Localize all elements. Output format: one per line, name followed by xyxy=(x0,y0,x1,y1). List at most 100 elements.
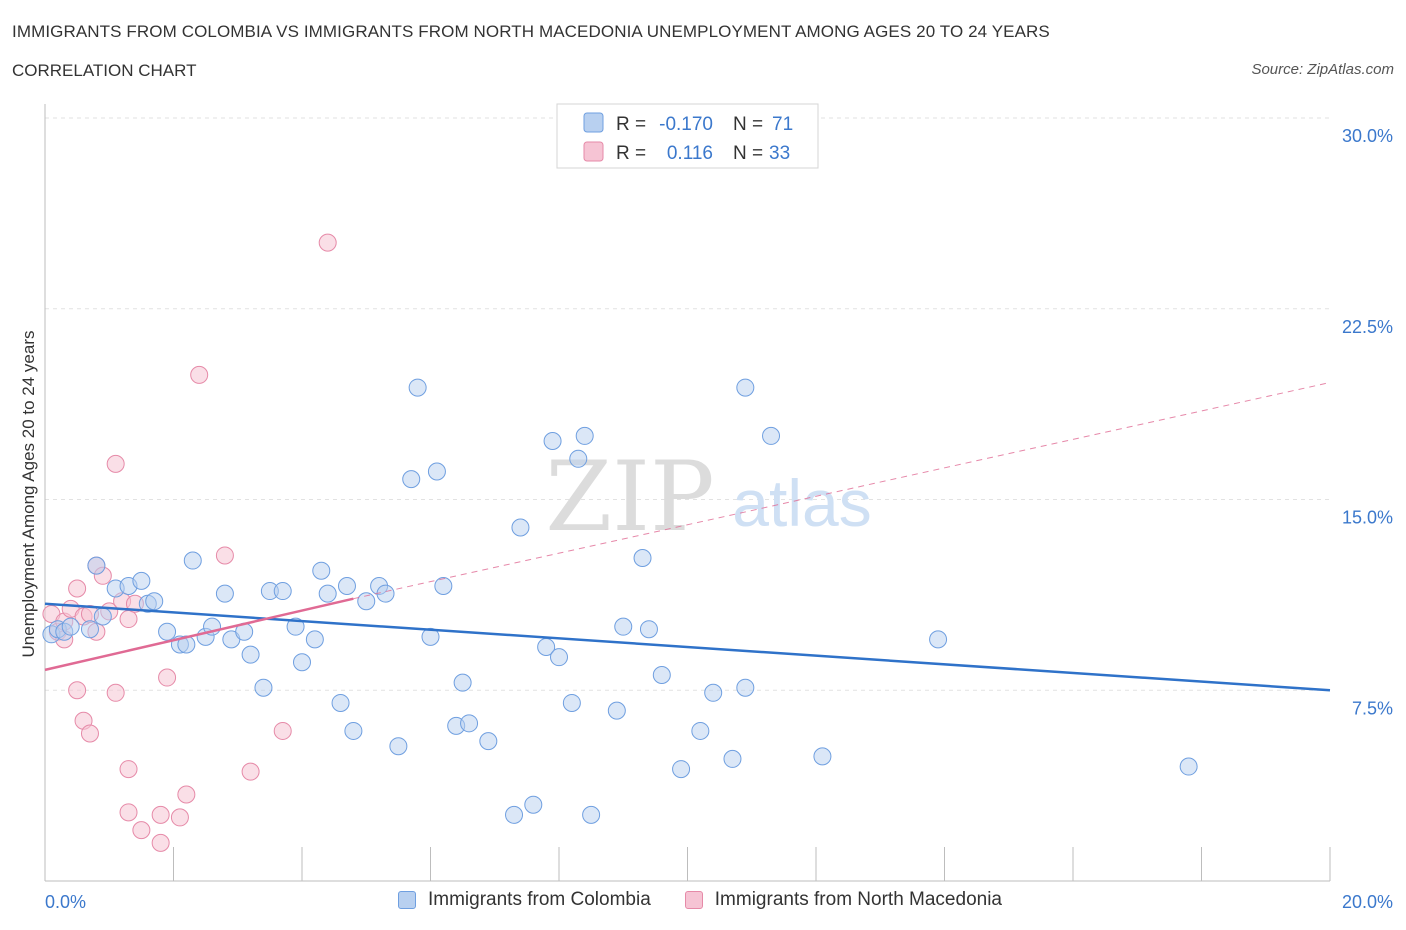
colombia-point xyxy=(479,732,498,751)
x-tick-label-min: 0.0% xyxy=(45,892,86,912)
colombia-point xyxy=(305,630,324,649)
watermark-atlas: atlas xyxy=(732,466,871,540)
colombia-point xyxy=(344,721,363,740)
north-macedonia-point xyxy=(318,233,337,252)
y-tick-label: 30.0% xyxy=(1342,126,1393,146)
legend-label-north-macedonia: Immigrants from North Macedonia xyxy=(714,889,1002,910)
colombia-point xyxy=(293,653,311,672)
colombia-point xyxy=(273,582,292,601)
colombia-point xyxy=(434,576,453,595)
legend-item-north-macedonia[interactable]: Immigrants from North Macedonia xyxy=(684,889,1002,911)
colombia-point xyxy=(652,665,671,684)
colombia-point xyxy=(582,805,601,824)
legend-r-label-north-macedonia: R = xyxy=(616,143,646,164)
colombia-point xyxy=(813,747,832,766)
colombia-point xyxy=(93,607,112,626)
colombia-point xyxy=(318,584,337,603)
north-macedonia-trend-extension xyxy=(353,382,1331,600)
colombia-point xyxy=(331,693,350,712)
colombia-point xyxy=(607,701,626,720)
north-macedonia-points xyxy=(42,233,337,852)
colombia-point xyxy=(736,378,755,397)
colombia-point xyxy=(389,737,408,756)
colombia-point xyxy=(691,721,710,740)
colombia-point xyxy=(402,470,421,489)
source-credit: Source: ZipAtlas.com xyxy=(1251,61,1394,78)
north-macedonia-point xyxy=(119,610,138,629)
colombia-point xyxy=(421,627,440,646)
colombia-point xyxy=(505,805,524,824)
north-macedonia-point xyxy=(151,805,170,824)
colombia-point xyxy=(215,584,234,603)
colombia-point xyxy=(183,551,202,570)
north-macedonia-trend-line xyxy=(44,597,354,672)
north-macedonia-point xyxy=(190,365,209,384)
watermark: ZIP atlas xyxy=(545,441,871,553)
colombia-point xyxy=(337,576,356,595)
legend-n-label-north-macedonia: N = xyxy=(733,143,763,164)
legend-label-colombia: Immigrants from Colombia xyxy=(428,889,651,910)
colombia-point xyxy=(158,622,177,641)
correlation-legend: R = -0.170 N = 71 R = 0.116 N = 33 xyxy=(556,103,819,169)
north-macedonia-point xyxy=(151,833,170,852)
y-tick-label: 22.5% xyxy=(1342,317,1393,337)
colombia-point xyxy=(254,678,273,697)
colombia-point xyxy=(575,426,594,445)
colombia-point xyxy=(672,760,691,779)
legend-r-value-north-macedonia: 0.116 xyxy=(667,143,713,164)
colombia-point xyxy=(762,426,781,445)
legend-r-label-colombia: R = xyxy=(616,114,646,135)
north-macedonia-point xyxy=(106,454,125,473)
colombia-point xyxy=(427,462,446,481)
north-macedonia-point xyxy=(68,681,87,700)
north-macedonia-point xyxy=(119,803,138,822)
legend-item-colombia[interactable]: Immigrants from Colombia xyxy=(398,889,651,911)
colombia-points xyxy=(42,378,1198,824)
colombia-point xyxy=(929,630,948,649)
colombia-point xyxy=(562,693,581,712)
colombia-point xyxy=(376,584,395,603)
y-tick-label: 15.0% xyxy=(1342,508,1393,528)
north-macedonia-point xyxy=(68,579,87,598)
colombia-point xyxy=(511,518,530,537)
colombia-point xyxy=(357,592,376,611)
series-legend: Immigrants from Colombia Immigrants from… xyxy=(398,889,1036,911)
north-macedonia-point xyxy=(273,721,292,740)
x-tick-label-max: 20.0% xyxy=(1342,892,1393,912)
north-macedonia-point xyxy=(215,546,234,565)
colombia-point xyxy=(132,571,151,590)
colombia-point xyxy=(312,561,331,580)
colombia-point xyxy=(543,432,562,451)
colombia-point xyxy=(286,617,305,636)
north-macedonia-point xyxy=(177,785,196,804)
chart-title: IMMIGRANTS FROM COLOMBIA VS IMMIGRANTS F… xyxy=(12,22,1050,41)
trend-lines xyxy=(44,382,1331,692)
legend-n-label-colombia: N = xyxy=(733,114,763,135)
axes xyxy=(44,104,1331,882)
colombia-point xyxy=(1179,757,1198,776)
colombia-point xyxy=(453,673,472,692)
colombia-point xyxy=(633,548,652,567)
legend-n-value-colombia: 71 xyxy=(772,114,793,135)
colombia-point xyxy=(550,648,568,667)
legend-swatch-north-macedonia xyxy=(583,141,604,162)
legend-swatch-colombia xyxy=(583,112,604,133)
legend-r-value-colombia: -0.170 xyxy=(659,114,713,135)
legend-swatch-blue xyxy=(398,891,416,909)
colombia-point xyxy=(87,556,106,575)
colombia-point xyxy=(145,592,164,611)
colombia-point xyxy=(704,683,723,702)
grid-lines xyxy=(45,117,1330,691)
colombia-point xyxy=(61,617,80,636)
chart-subtitle: CORRELATION CHART xyxy=(12,61,197,80)
north-macedonia-point xyxy=(106,683,125,702)
colombia-point xyxy=(80,620,99,639)
y-tick-label: 7.5% xyxy=(1352,698,1393,718)
colombia-point xyxy=(736,678,755,697)
colombia-point xyxy=(524,795,543,814)
colombia-point xyxy=(460,714,479,733)
colombia-point xyxy=(723,749,742,768)
legend-n-value-north-macedonia: 33 xyxy=(769,143,790,164)
north-macedonia-point xyxy=(170,808,189,827)
